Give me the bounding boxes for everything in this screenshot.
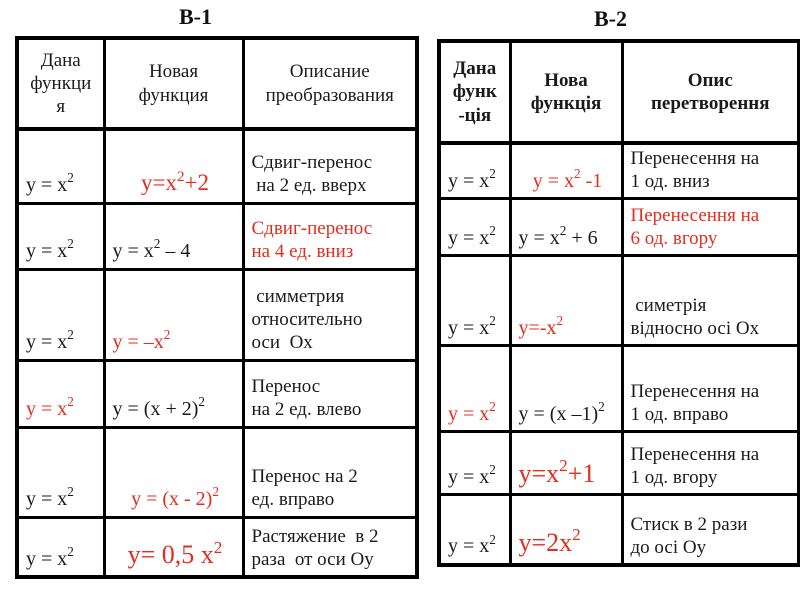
new-function-cell: y= 0,5 x2 <box>102 515 245 579</box>
description-cell: Перенос на 2 ед. вправо <box>241 425 419 519</box>
new-function-cell: y = (x - 2)2 <box>102 425 245 519</box>
formula: y=-x2 <box>518 313 564 339</box>
formula: y = x2 <box>26 327 74 354</box>
table-row: y = x2 y=x2+2 Сдвиг-перенос на 2 ед. вве… <box>15 127 419 205</box>
formula: y = x2 <box>26 394 74 421</box>
variant-1-title: В-1 <box>179 4 212 29</box>
formula: y = x2 <box>448 166 496 192</box>
formula: y = x2 + 6 <box>518 223 598 249</box>
new-function-cell: y = x2 + 6 <box>508 197 624 258</box>
header-description: Опис перетворення <box>620 39 800 145</box>
new-function-cell: y=-x2 <box>508 254 624 348</box>
table-row: y = x2 y = (x –1)2 Перенесення на 1 од. … <box>437 344 800 434</box>
table-row: y = x2 y = –x2 симметрия относительно ос… <box>15 267 419 362</box>
given-function-cell: y = x2 <box>437 197 512 258</box>
header-given-function: Дана функци я <box>15 36 106 131</box>
description-cell: Перенесення на 1 од. вгору <box>620 430 800 497</box>
new-function-cell: y = x2 -1 <box>508 141 624 201</box>
header-description: Описание преобразования <box>241 36 419 131</box>
description-cell: Сдвиг-перенос на 4 ед. вниз <box>241 201 419 271</box>
formula: y= 0,5 x2 <box>127 537 223 570</box>
new-function-cell: y=2x2 <box>508 493 624 567</box>
given-function-cell: y = x2 <box>437 430 512 497</box>
new-function-cell: y = (x –1)2 <box>508 344 624 434</box>
table-row: y = x2 y=2x2 Стиск в 2 рази до осі Оу <box>437 493 800 567</box>
description-cell: Перенесення на 1 од. вниз <box>620 141 800 201</box>
table-header-row: Дана функци я Новая функция Описание пре… <box>15 36 419 131</box>
new-function-cell: y = x2 – 4 <box>102 201 245 271</box>
header-new-function: Нова функція <box>508 39 624 145</box>
table-row: y = x2 y = (x + 2)2 Перенос на 2 ед. вле… <box>15 358 419 429</box>
formula: y = x2 <box>448 399 496 425</box>
formula: y = x2 <box>26 236 74 263</box>
given-function-cell: y = x2 <box>15 358 106 429</box>
formula: y = x2 <box>448 531 496 558</box>
table-header-row: Дана функ -ція Нова функція Опис перетво… <box>437 39 800 145</box>
variant-2-title: В-2 <box>594 6 627 31</box>
new-function-cell: y=x2+1 <box>508 430 624 497</box>
formula: y = x2 <box>26 170 74 197</box>
formula: y = (x - 2)2 <box>131 484 219 511</box>
table-row: y = x2 y= 0,5 x2 Растяжение в 2 раза от … <box>15 515 419 579</box>
given-function-cell: y = x2 <box>437 493 512 567</box>
description-cell: Растяжение в 2 раза от оси Оу <box>241 515 419 579</box>
new-function-cell: y = –x2 <box>102 267 245 362</box>
variant-2-table: Дана функ -ція Нова функція Опис перетво… <box>437 39 800 567</box>
given-function-cell: y = x2 <box>437 344 512 434</box>
description-cell: Перенесення на 6 од. вгору <box>620 197 800 258</box>
formula: y=x2+2 <box>140 167 210 196</box>
given-function-cell: y = x2 <box>15 515 106 579</box>
formula: y = x2 <box>448 462 496 488</box>
new-function-cell: y = (x + 2)2 <box>102 358 245 429</box>
formula: y = x2 -1 <box>532 166 603 192</box>
formula: y = x2 <box>448 223 496 249</box>
description-cell: Сдвиг-перенос на 2 ед. вверх <box>241 127 419 205</box>
table-row: y = x2 y = x2 -1 Перенесення на 1 од. вн… <box>437 141 800 201</box>
description-cell: Перенесення на 1 од. вправо <box>620 344 800 434</box>
given-function-cell: y = x2 <box>15 201 106 271</box>
header-given-function: Дана функ -ція <box>437 39 512 145</box>
formula: y = x2 – 4 <box>112 236 191 263</box>
table-row: y = x2 y=-x2 симетрія відносно осі Ох <box>437 254 800 348</box>
given-function-cell: y = x2 <box>15 267 106 362</box>
formula: y = –x2 <box>112 327 171 354</box>
given-function-cell: y = x2 <box>15 127 106 205</box>
formula: y = x2 <box>448 313 496 339</box>
given-function-cell: y = x2 <box>437 141 512 201</box>
formula: y = x2 <box>26 484 74 511</box>
description-cell: Перенос на 2 ед. влево <box>241 358 419 429</box>
table-row: y = x2 y = x2 – 4 Сдвиг-перенос на 4 ед.… <box>15 201 419 271</box>
table-row: y = x2 y = x2 + 6 Перенесення на 6 од. в… <box>437 197 800 258</box>
table-row: y = x2 y = (x - 2)2 Перенос на 2 ед. впр… <box>15 425 419 519</box>
given-function-cell: y = x2 <box>15 425 106 519</box>
description-cell: Стиск в 2 рази до осі Оу <box>620 493 800 567</box>
table-row: y = x2 y=x2+1 Перенесення на 1 од. вгору <box>437 430 800 497</box>
given-function-cell: y = x2 <box>437 254 512 348</box>
description-cell: симетрія відносно осі Ох <box>620 254 800 348</box>
new-function-cell: y=x2+2 <box>102 127 245 205</box>
formula: y = (x –1)2 <box>518 399 605 425</box>
formula: y=2x2 <box>518 525 581 558</box>
header-new-function: Новая функция <box>102 36 245 131</box>
description-cell: симметрия относительно оси Ох <box>241 267 419 362</box>
formula: y = x2 <box>26 543 74 570</box>
formula: y = (x + 2)2 <box>112 394 205 421</box>
variant-1-table: Дана функци я Новая функция Описание пре… <box>15 36 419 579</box>
formula: y=x2+1 <box>518 455 596 488</box>
